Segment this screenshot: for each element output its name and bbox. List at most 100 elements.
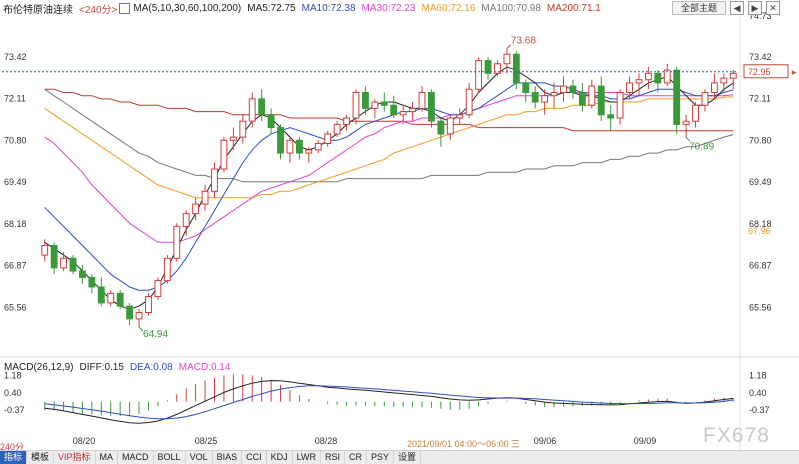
y-tick-label-left: 73.42 [4,52,27,62]
tab-kdj[interactable]: KDJ [267,451,293,464]
candle-up [135,311,143,320]
price-annotations: 72.95 ▸ 67.96 73.68 64.94 70.89 [2,35,797,340]
macd-y-tick-label: 1.18 [749,371,767,381]
tab-templates[interactable]: 模板 [27,451,55,464]
candle-down [569,85,577,93]
candle-up [248,98,256,122]
candle-up [229,136,237,141]
y-tick-label: 72.11 [749,94,771,104]
tab-bias[interactable]: BIAS [213,451,243,464]
macd-y-tick-label-left: -0.37 [4,405,25,415]
ma60-line [44,96,734,199]
candle-up [399,111,407,116]
macd-panel: 1.18 1.18 0.40 0.40 -0.37 -0.37 [4,371,770,424]
window-controls: ◀ ▶ ✕ [730,1,780,15]
time-axis: 08/20 08/25 08/28 09/06 09/09 [73,436,657,446]
candle-up [314,142,322,151]
ma10-value: MA10:72.38 [301,2,356,14]
tab-macd[interactable]: MACD [118,451,154,464]
ma200-value: MA200:71.1 [546,2,601,14]
ma-settings-icon[interactable] [119,2,131,14]
candle-up [692,104,699,122]
candle-up [456,114,464,119]
y-tick-label: 66.87 [749,261,772,271]
macd-header: MACD(26,12,9) DIFF:0.15 DEA:0.08 MACD:0.… [4,361,236,374]
tab-cci[interactable]: CCI [242,451,267,464]
candle-up [201,190,209,205]
price-grid [0,0,799,450]
candle-up [239,120,247,138]
candle-down [390,104,398,116]
candle-up [371,101,379,109]
candle-down [88,276,96,288]
macd-params-label: MACD(26,12,9) [4,362,74,373]
tab-boll[interactable]: BOLL [154,451,186,464]
candle-down [116,292,124,307]
macd-y-tick-label: -0.37 [749,405,770,415]
candle-up [446,117,454,135]
candle-up [465,88,473,116]
candle-up [682,120,690,125]
theme-dropdown-button[interactable]: 全部主题 [672,1,726,15]
candle-down [654,72,662,84]
candle-up [560,85,567,93]
candle-up [305,149,313,154]
ma5-value: MA5:72.75 [247,2,296,14]
candle-up [41,245,49,256]
close-icon[interactable]: ✕ [766,1,780,15]
tab-indicators[interactable]: 指标 [0,451,28,464]
tab-settings[interactable]: 设置 [394,451,421,464]
x-tick-label: 08/25 [195,436,218,446]
candle-up [701,91,709,106]
candle-down [597,85,605,116]
candle-up [710,82,718,93]
candle-up [60,257,68,269]
candle-up [154,280,162,298]
y-tick-label-left: 68.18 [4,219,27,229]
candle-up [286,139,294,154]
candle-up [343,117,350,125]
candle-down [69,257,77,272]
tab-vip-indicators[interactable]: VIP指标 [54,451,96,464]
tab-rsi[interactable]: RSI [321,451,345,464]
current-price-label: 72.95 [748,67,771,77]
candle-down [673,69,681,125]
symbol-title: 布伦特原油连续 [3,4,73,16]
candle-up [635,79,643,84]
tab-vol[interactable]: VOL [186,451,213,464]
y-tick-label: 73.42 [749,52,772,62]
candle-up [352,91,360,119]
x-tick-label: 08/20 [73,436,96,446]
candle-down [428,91,435,122]
watermark-logo: FX678 [703,424,770,447]
ma-params-label: MA(5,10,30,60,100,200) [133,2,242,14]
x-tick-label: 09/06 [534,436,557,446]
candle-down [437,120,445,135]
candle-down [531,91,539,103]
tab-lwr[interactable]: LWR [293,451,321,464]
candle-up [729,72,737,79]
tab-ma[interactable]: MA [96,451,119,464]
tab-psy[interactable]: PSY [367,451,394,464]
next-icon[interactable]: ▶ [748,1,762,15]
price-axis: 74.73 73.42 73.42 72.11 72.11 70.80 70.80 69.49… [4,11,772,312]
ma200-line [44,88,734,132]
y-tick-label-left: 65.56 [4,302,27,312]
period-label[interactable]: <240分> [79,4,118,16]
y-tick-label: 68.18 [749,219,772,229]
candle-down [97,286,105,304]
candle-down [258,98,266,116]
diff-line [44,380,734,424]
candle-up [588,85,596,106]
candle-up [409,107,417,113]
candle-down [79,270,86,278]
candle-down [126,305,134,320]
tab-cr[interactable]: CR [345,451,367,464]
candle-up [182,213,190,227]
candle-up [541,95,549,103]
prev-icon[interactable]: ◀ [730,1,744,15]
macd-y-tick-label: 0.40 [749,388,767,398]
candle-up [324,133,332,144]
dea-value: DEA:0.08 [129,362,173,373]
